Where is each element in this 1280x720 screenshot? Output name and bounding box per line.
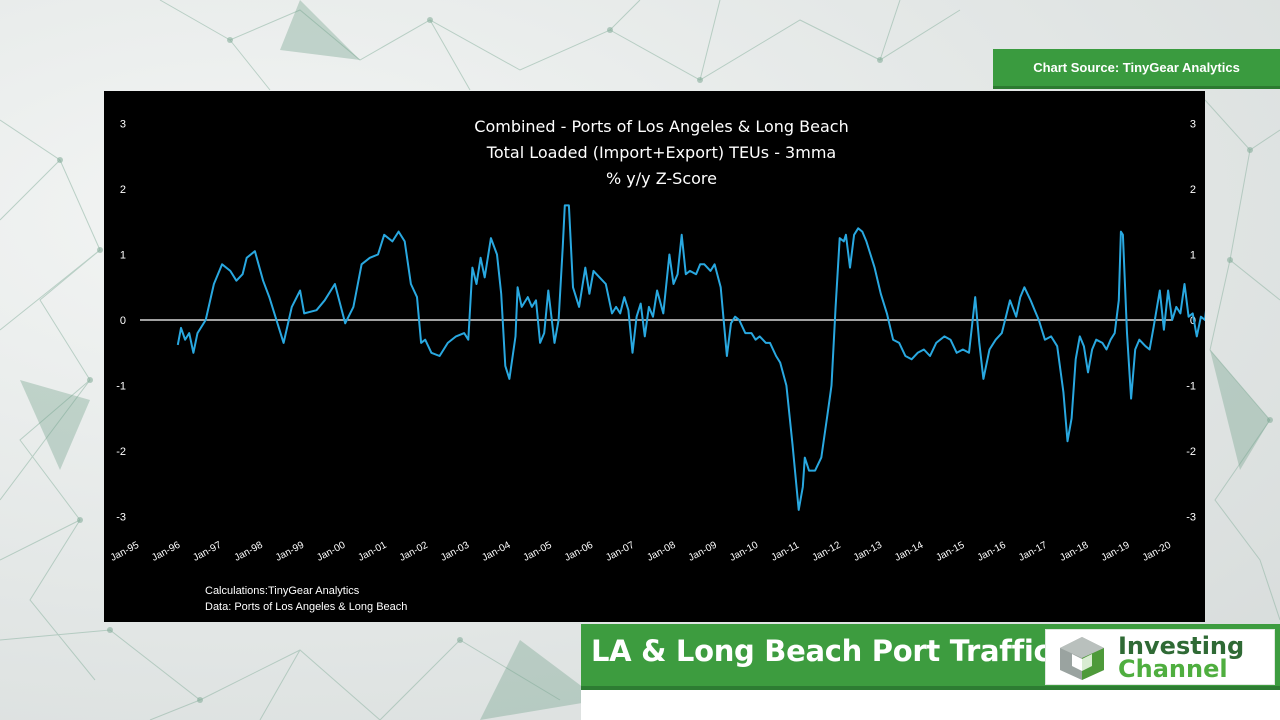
footnote-calculations: Calculations:TinyGear Analytics [205,585,360,597]
x-tick-label: Jan-00 [315,540,348,564]
y-tick-label-right: 0 [1190,315,1196,327]
x-tick-label: Jan-14 [893,540,926,564]
y-tick-label-right: 1 [1190,250,1196,262]
x-tick-label: Jan-04 [480,540,513,564]
x-tick-label: Jan-19 [1099,540,1132,564]
investing-channel-logo: Investing Channel [1045,629,1275,685]
y-tick-label-right: 3 [1190,119,1196,131]
x-tick-label: Jan-07 [604,540,637,564]
hexagon-cube-icon [1060,637,1104,680]
x-tick-label: Jan-08 [645,540,678,564]
y-tick-label-right: -1 [1186,381,1196,393]
x-tick-label: Jan-15 [934,540,967,564]
x-tick-label: Jan-17 [1017,540,1050,564]
x-tick-label: Jan-98 [233,540,266,564]
x-tick-label: Jan-13 [852,540,885,564]
x-tick-label: Jan-11 [770,540,802,564]
chart-title-line-2: Total Loaded (Import+Export) TEUs - 3mma [486,143,837,162]
y-tick-label-right: 2 [1190,184,1196,196]
chart-title-line-1: Combined - Ports of Los Angeles & Long B… [474,117,849,136]
chart-title-line-3: % y/y Z-Score [606,169,717,188]
x-tick-label: Jan-12 [811,540,844,564]
y-tick-label-left: -1 [116,381,126,393]
logo-text-line-1: Investing [1118,632,1245,660]
chart-source-tag: Chart Source: TinyGear Analytics [993,49,1280,89]
title-banner: LA & Long Beach Port Traffic Investing C… [581,624,1280,686]
x-tick-label: Jan-09 [687,540,720,564]
y-tick-label-left: 1 [120,250,126,262]
series-line-0 [176,204,1205,511]
x-tick-label: Jan-02 [398,540,431,564]
y-tick-label-left: -3 [116,512,126,524]
logo-text-line-2: Channel [1118,655,1228,683]
y-tick-label-left: 0 [120,315,126,327]
x-tick-label: Jan-06 [563,540,596,564]
x-tick-label: Jan-10 [728,540,761,564]
x-tick-label: Jan-05 [522,540,555,564]
x-tick-label: Jan-16 [976,540,1009,564]
banner-title: LA & Long Beach Port Traffic [591,634,1051,668]
y-tick-label-right: -3 [1186,512,1196,524]
footnote-data-source: Data: Ports of Los Angeles & Long Beach [205,601,408,613]
bottom-strip [581,686,1280,720]
y-tick-label-right: -2 [1186,446,1196,458]
chart-panel: 3 3 2 2 1 1 0 0 -1 -1 -2 -2 -3 -3 Jan-95 Jan-96 Jan-97 Ja… [104,91,1205,622]
y-tick-label-left: 2 [120,184,126,196]
x-tick-label: Jan-20 [1141,540,1174,564]
x-tick-label: Jan-03 [439,540,472,564]
x-tick-label: Jan-96 [150,540,183,564]
y-tick-label-left: -2 [116,446,126,458]
line-chart: 3 3 2 2 1 1 0 0 -1 -1 -2 -2 -3 -3 Jan-95 Jan-96 Jan-97 Ja… [109,119,1205,564]
x-tick-label: Jan-97 [191,540,224,564]
y-tick-label-left: 3 [120,119,126,131]
x-tick-label: Jan-95 [109,540,142,564]
x-tick-label: Jan-99 [274,540,307,564]
x-tick-label: Jan-18 [1058,540,1091,564]
x-tick-label: Jan-01 [356,540,389,564]
chart-title: Combined - Ports of Los Angeles & Long B… [104,114,1219,192]
